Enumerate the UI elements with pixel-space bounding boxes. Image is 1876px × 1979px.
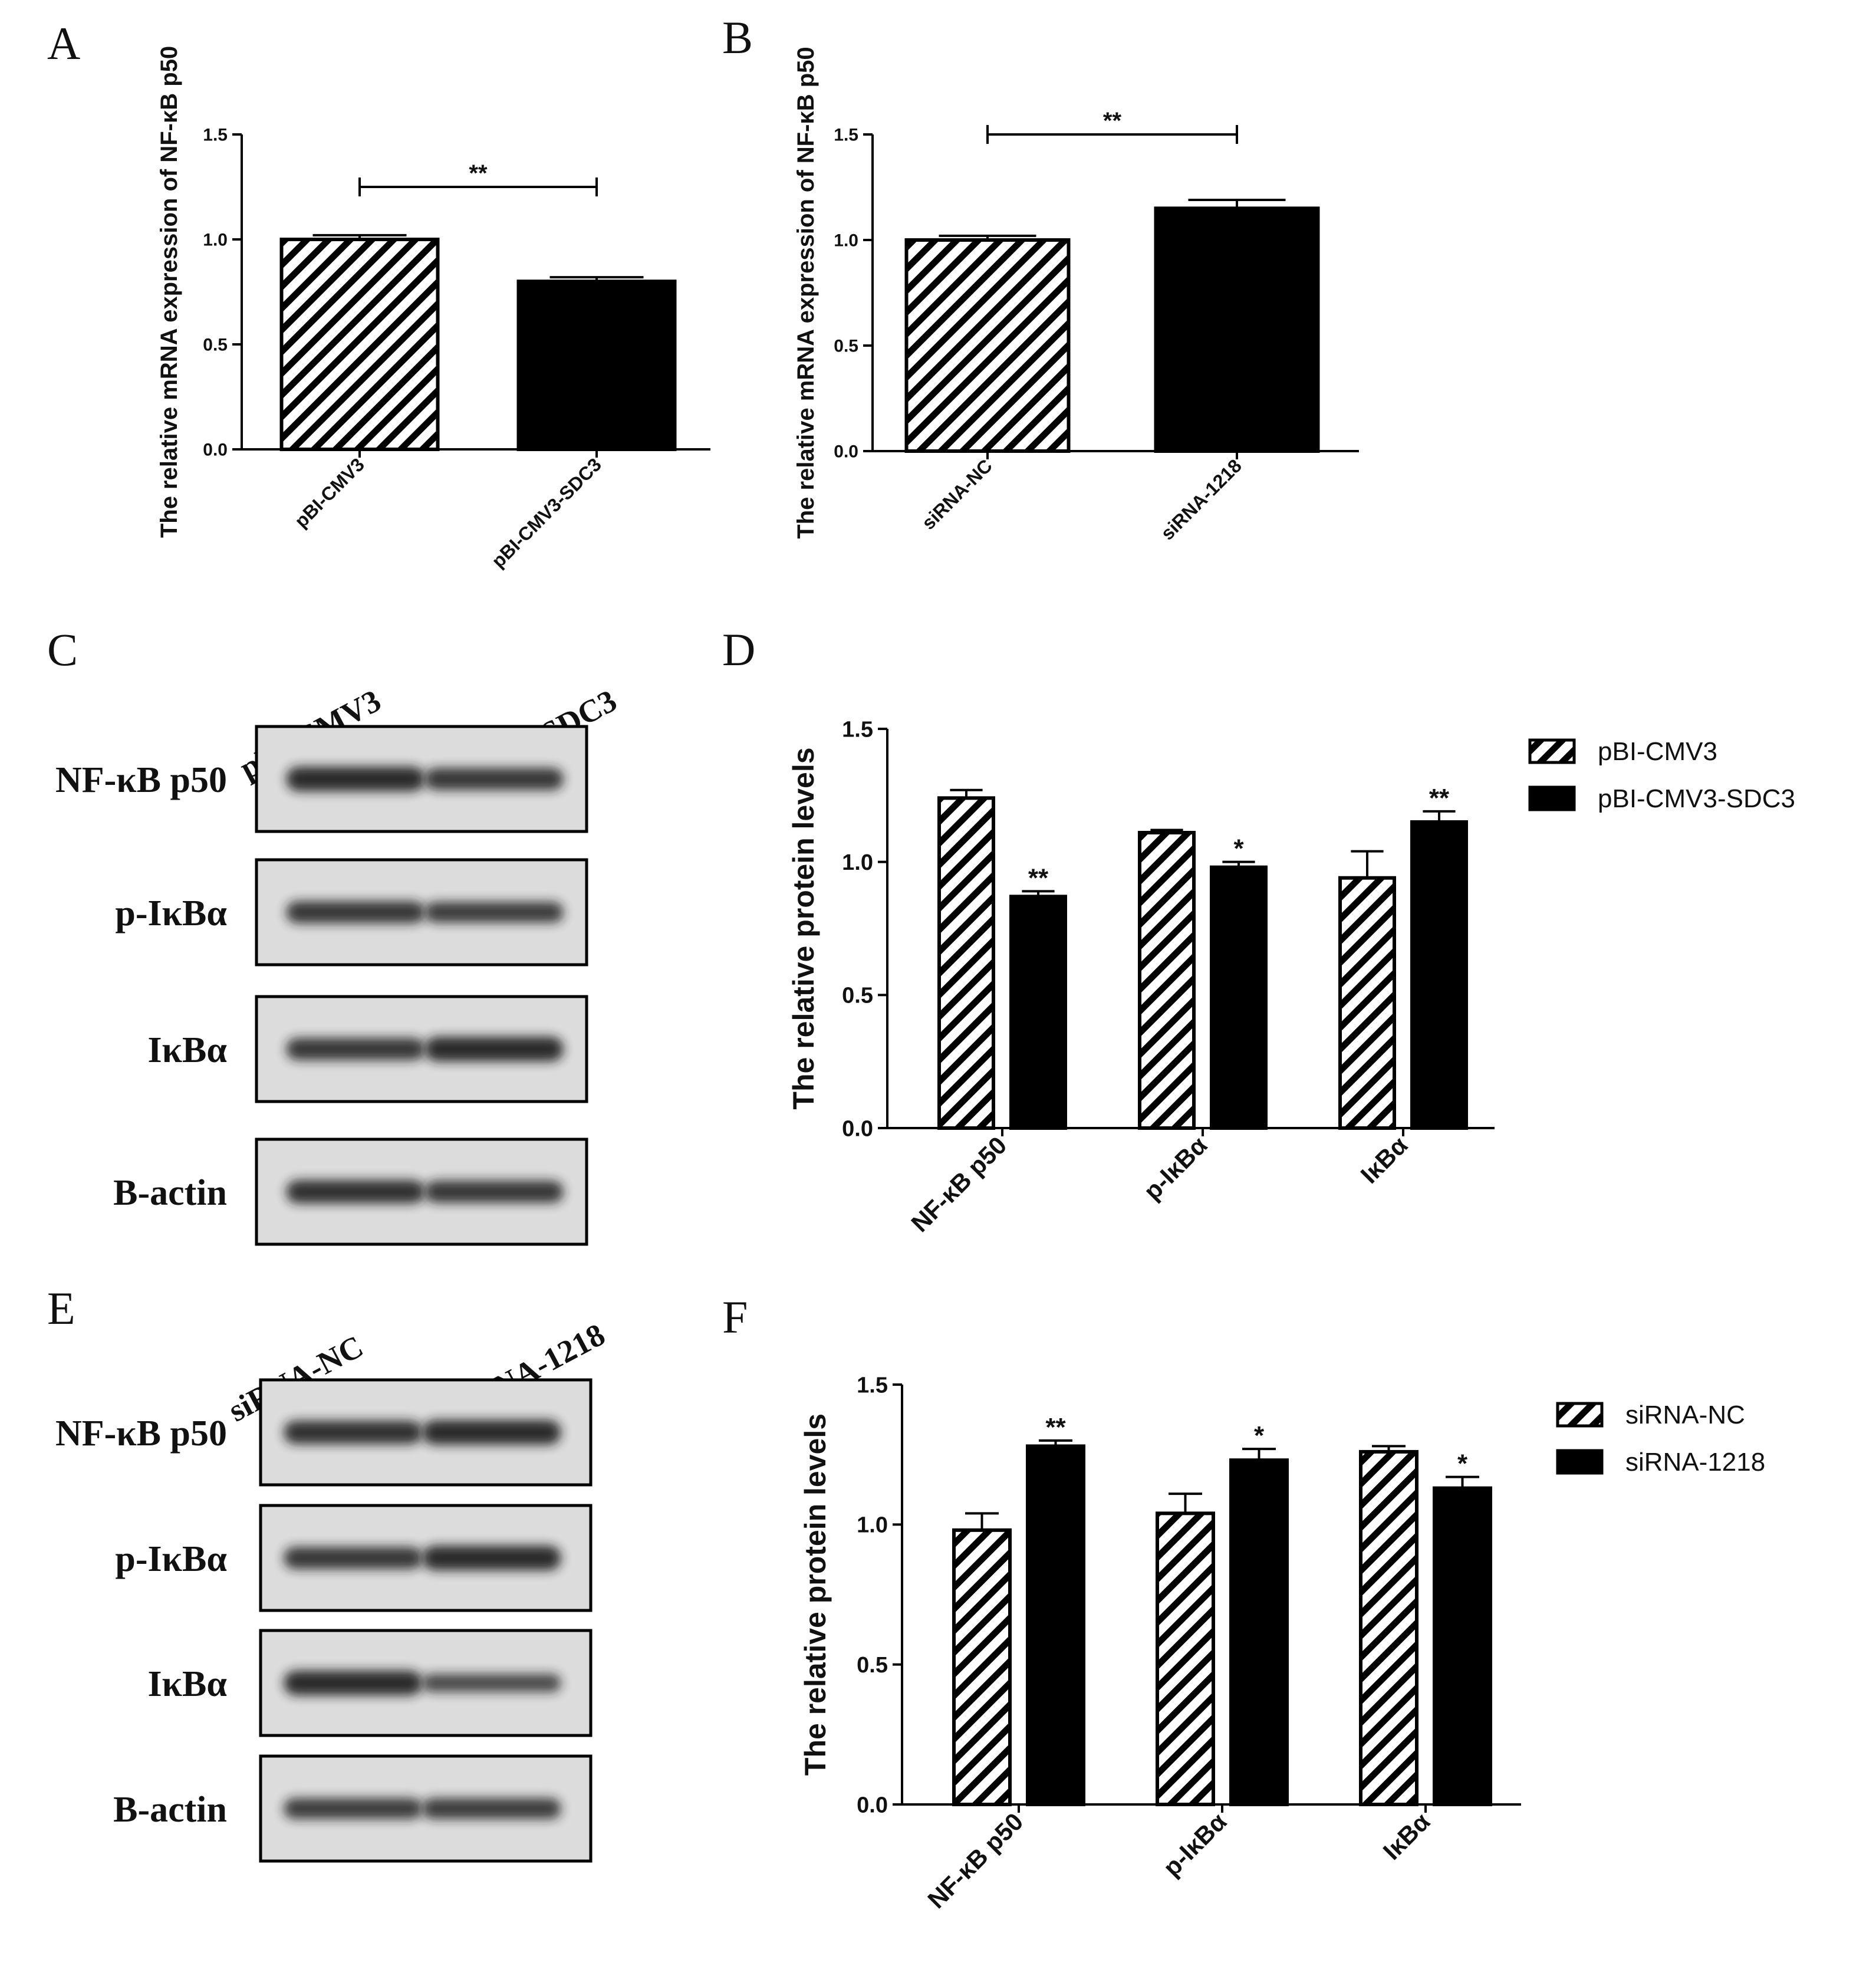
x-tick-label-b: siRNA-1218 (1157, 455, 1246, 544)
y-axis-label-b: The relative mRNA expression of NF-κB p5… (793, 47, 819, 538)
panel-letter-b: B (722, 12, 753, 63)
panel-f-chart: 0.0 0.5 1.0 1.5 The relative protein levels *… (799, 1373, 1765, 1914)
y-tick-label-a: 1.5 (203, 126, 228, 145)
x-tick-label-d: IκBα (1355, 1131, 1413, 1189)
x-tick-label-f: p-IκBα (1158, 1807, 1232, 1882)
blot-band-c (286, 767, 425, 791)
significance-stars-f: ** (1045, 1413, 1066, 1442)
y-tick-label-b: 0.0 (834, 442, 858, 462)
bar-f-s0-c1 (1156, 1511, 1215, 1806)
blot-band-c (424, 902, 564, 923)
panel-letter-e: E (47, 1283, 75, 1334)
legend-label-f: siRNA-1218 (1625, 1448, 1765, 1477)
panel-letter-d: D (722, 624, 755, 675)
blot-row-label-c: p-IκBα (115, 893, 227, 933)
blot-band-c (286, 1180, 425, 1204)
bar-f-s1-c0 (1026, 1444, 1085, 1807)
legend-swatch-f (1556, 1402, 1604, 1428)
blot-band-e (422, 1546, 561, 1570)
blot-row-label-c: B-actin (113, 1173, 227, 1213)
blot-row-label-c: IκBα (147, 1030, 227, 1070)
y-tick-label-d: 0.0 (842, 1116, 873, 1141)
y-axis-label-d: The relative protein levels (787, 747, 820, 1109)
y-axis-label-f: The relative protein levels (799, 1413, 832, 1776)
bar-d-s1-c2 (1410, 820, 1468, 1130)
bar-f-s0-c2 (1359, 1449, 1418, 1806)
y-axis-label-a: The relative mRNA expression of NF-κB p5… (156, 46, 182, 538)
panel-letter-f: F (722, 1291, 748, 1343)
blot-band-e (422, 1798, 561, 1819)
bar-d-s1-c1 (1210, 865, 1268, 1130)
y-tick-label-b: 1.5 (834, 126, 858, 145)
y-tick-label-a: 1.0 (203, 231, 228, 250)
y-tick-label-f: 0.5 (857, 1653, 888, 1678)
bar-d-s0-c0 (937, 796, 995, 1130)
bar-b-cat0 (904, 238, 1071, 453)
bar-d-s0-c1 (1138, 831, 1196, 1130)
bar-d-s0-c2 (1338, 876, 1396, 1130)
significance-stars-b: ** (1103, 108, 1122, 134)
legend-swatch-f (1556, 1449, 1604, 1475)
panel-b-chart: 0.0 0.5 1.0 1.5 The relative mRNA expression… (793, 47, 1359, 544)
blot-band-e (284, 1671, 423, 1695)
legend-label-d: pBI-CMV3 (1598, 737, 1717, 766)
legend-swatch-d (1528, 738, 1576, 764)
significance-stars-a: ** (469, 160, 488, 186)
y-tick-label-f: 1.0 (857, 1513, 888, 1538)
blot-row-label-c: NF-κB p50 (55, 760, 227, 800)
blot-band-c (286, 1038, 425, 1060)
significance-stars-f: * (1254, 1421, 1265, 1450)
blot-row-label-e: NF-κB p50 (55, 1413, 227, 1454)
y-tick-label-b: 0.5 (834, 337, 858, 356)
y-tick-label-d: 1.0 (842, 850, 873, 875)
blot-band-c (424, 1037, 564, 1061)
blot-band-e (422, 1674, 561, 1692)
bar-a-cat1 (516, 280, 677, 451)
x-tick-label-f: IκBα (1378, 1807, 1436, 1865)
y-tick-label-d: 1.5 (842, 717, 873, 742)
blot-row-label-e: B-actin (113, 1790, 227, 1830)
bar-f-s1-c2 (1433, 1486, 1492, 1807)
y-tick-label-f: 1.5 (857, 1373, 888, 1398)
blot-row-label-e: IκBα (147, 1664, 227, 1704)
x-tick-label-a: pBI-CMV3-SDC3 (488, 453, 605, 571)
blot-band-c (424, 768, 564, 790)
blot-band-e (422, 1420, 561, 1445)
y-tick-label-a: 0.0 (203, 440, 228, 460)
blot-band-c (424, 1181, 564, 1203)
legend-label-d: pBI-CMV3-SDC3 (1598, 784, 1795, 813)
significance-stars-d: ** (1429, 784, 1450, 813)
legend-label-f: siRNA-NC (1625, 1401, 1745, 1429)
x-tick-label-a: pBI-CMV3 (291, 453, 368, 531)
blot-row-label-e: p-IκBα (115, 1539, 227, 1579)
x-tick-label-b: siRNA-NC (917, 455, 996, 534)
significance-stars-d: * (1233, 834, 1244, 863)
panel-letter-c: C (47, 624, 78, 675)
significance-stars-d: ** (1028, 863, 1049, 892)
bar-d-s1-c0 (1009, 895, 1067, 1130)
blot-band-e (284, 1547, 423, 1569)
y-tick-label-a: 0.5 (203, 336, 228, 355)
bar-f-s1-c1 (1229, 1458, 1289, 1806)
bar-f-s0-c0 (952, 1528, 1012, 1806)
legend-swatch-d (1528, 785, 1576, 811)
y-tick-label-b: 1.0 (834, 231, 858, 251)
significance-stars-f: * (1457, 1449, 1468, 1478)
bar-a-cat0 (279, 238, 440, 451)
y-tick-label-f: 0.0 (857, 1793, 888, 1817)
blot-band-c (286, 901, 425, 923)
bar-b-cat1 (1154, 206, 1320, 453)
x-tick-label-d: p-IκBα (1138, 1131, 1213, 1205)
panel-letter-a: A (47, 18, 80, 69)
y-tick-label-d: 0.5 (842, 984, 873, 1008)
x-tick-label-d: NF-κB p50 (906, 1131, 1012, 1237)
panel-a-chart: 0.0 0.5 1.0 1.5 The relative mRNA expression… (156, 46, 710, 572)
x-tick-label-f: NF-κB p50 (922, 1807, 1028, 1914)
blot-band-e (284, 1421, 423, 1444)
blot-band-e (284, 1798, 423, 1819)
panel-d-chart: 0.0 0.5 1.0 1.5 The relative protein levels *… (787, 717, 1795, 1237)
